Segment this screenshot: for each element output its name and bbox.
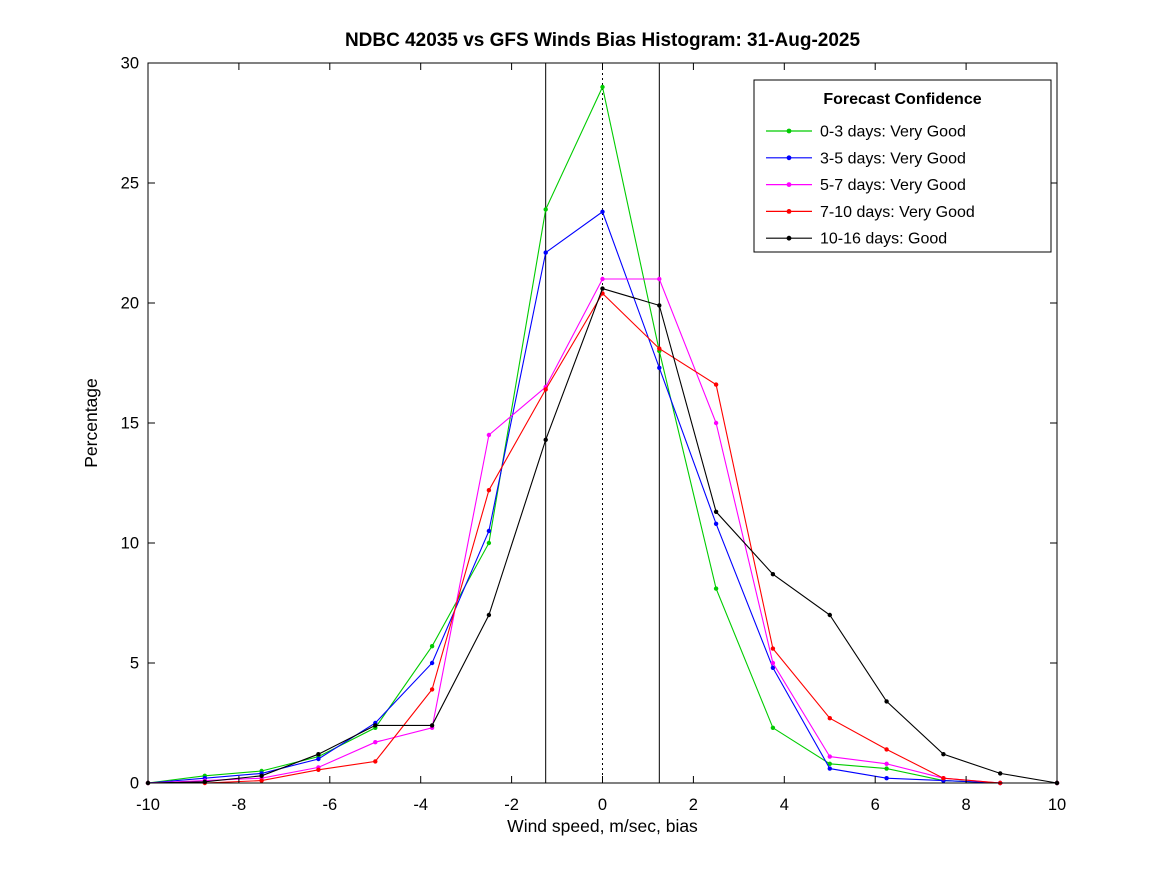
- series-marker: [713, 509, 719, 514]
- series-marker: [713, 586, 719, 591]
- series-marker: [373, 759, 378, 764]
- series-marker: [941, 776, 946, 781]
- legend: Forecast Confidence 0-3 days: Very Good 3-…: [753, 79, 1052, 253]
- x-tick-label: 6: [871, 796, 880, 814]
- series-marker: [884, 761, 889, 766]
- series-marker: [827, 612, 832, 618]
- x-tick-label: -4: [413, 796, 428, 814]
- x-axis-label: Wind speed, m/sec, bias: [507, 816, 698, 836]
- y-axis-label: Percentage: [81, 378, 101, 468]
- legend-entry-label: 5-7 days: Very Good: [820, 177, 966, 194]
- series-marker: [486, 488, 492, 493]
- series-marker: [373, 723, 378, 728]
- series-marker: [657, 346, 662, 351]
- series-marker: [884, 776, 889, 781]
- x-tick-label: 2: [689, 796, 698, 814]
- legend-swatch-marker: [786, 155, 792, 161]
- series-marker: [770, 660, 776, 666]
- series-marker: [600, 84, 605, 90]
- series-marker: [429, 687, 435, 692]
- series-marker: [600, 286, 605, 291]
- series-marker: [543, 250, 548, 255]
- series-marker: [543, 387, 548, 392]
- series-marker: [486, 540, 492, 546]
- series-marker: [429, 644, 435, 649]
- series-marker: [429, 723, 435, 728]
- series-marker: [998, 771, 1003, 776]
- series-marker: [827, 716, 832, 721]
- y-tick-label: 15: [121, 415, 139, 433]
- legend-swatch-marker: [786, 235, 792, 241]
- x-tick-label: -2: [504, 796, 519, 814]
- x-tick-label: -10: [136, 796, 160, 814]
- series-marker: [884, 766, 889, 771]
- series-marker: [884, 747, 889, 752]
- series-marker: [770, 725, 776, 730]
- series-marker: [316, 752, 321, 757]
- x-tick-label: 8: [962, 796, 971, 814]
- series-marker: [373, 740, 378, 745]
- series-marker: [600, 276, 605, 282]
- series-marker: [827, 754, 832, 759]
- series-line-1: [147, 210, 1057, 784]
- series-marker: [657, 303, 662, 308]
- series-marker: [316, 767, 321, 772]
- x-tick-label: 10: [1048, 796, 1066, 814]
- series-marker: [259, 773, 264, 778]
- series-marker: [884, 699, 889, 704]
- legend-swatch-marker: [786, 128, 792, 134]
- series-marker: [941, 752, 946, 757]
- legend-entry-label: 3-5 days: Very Good: [820, 150, 966, 167]
- chart-title: NDBC 42035 vs GFS Winds Bias Histogram: …: [345, 30, 861, 51]
- y-tick-label: 30: [121, 55, 139, 73]
- series-marker: [486, 432, 492, 438]
- series-marker: [486, 612, 492, 618]
- series-marker: [543, 437, 548, 442]
- series-marker: [543, 207, 548, 212]
- series-marker: [827, 766, 832, 771]
- legend-box: [753, 79, 1052, 253]
- series-marker: [657, 365, 662, 370]
- y-tick-label: 0: [130, 775, 139, 793]
- series-marker: [600, 209, 605, 214]
- series-marker: [713, 420, 719, 426]
- series-marker: [713, 382, 719, 387]
- y-tick-label: 25: [121, 175, 139, 193]
- legend-entry-label: 7-10 days: Very Good: [820, 204, 975, 221]
- series-marker: [486, 528, 492, 534]
- legend-entry-label: 10-16 days: Good: [820, 231, 947, 248]
- x-tick-label: 0: [598, 796, 607, 814]
- series-marker: [259, 778, 264, 783]
- series-marker: [827, 761, 832, 766]
- x-tick-label: 4: [780, 796, 789, 814]
- series-marker: [770, 665, 776, 670]
- legend-swatch-marker: [786, 209, 792, 214]
- y-tick-label: 20: [121, 295, 139, 313]
- y-tick-label: 10: [121, 535, 139, 553]
- y-tick-label: 5: [130, 655, 139, 673]
- series-marker: [770, 646, 776, 651]
- series-marker: [316, 756, 321, 762]
- x-tick-label: -6: [322, 796, 337, 814]
- series-marker: [429, 660, 435, 666]
- series-marker: [657, 276, 662, 282]
- legend-entry-label: 0-3 days: Very Good: [820, 124, 966, 141]
- x-tick-label: -8: [232, 796, 247, 814]
- legend-swatch-marker: [786, 182, 792, 188]
- legend-title: Forecast Confidence: [823, 91, 981, 108]
- series-marker: [770, 572, 776, 577]
- series-marker: [713, 521, 719, 526]
